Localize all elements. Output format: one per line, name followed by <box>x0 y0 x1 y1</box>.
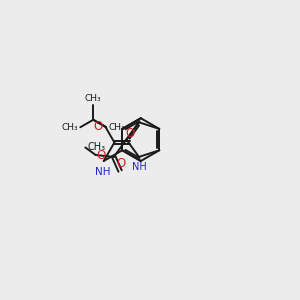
Text: O: O <box>94 120 103 133</box>
Text: CH₃: CH₃ <box>108 123 125 132</box>
Text: NH: NH <box>95 167 111 177</box>
Text: CH₃: CH₃ <box>61 123 78 132</box>
Text: CH₃: CH₃ <box>88 142 106 152</box>
Text: CH₃: CH₃ <box>85 94 102 103</box>
Text: O: O <box>97 149 106 162</box>
Text: O: O <box>125 128 134 140</box>
Text: O: O <box>117 157 126 170</box>
Text: NH: NH <box>132 162 147 172</box>
